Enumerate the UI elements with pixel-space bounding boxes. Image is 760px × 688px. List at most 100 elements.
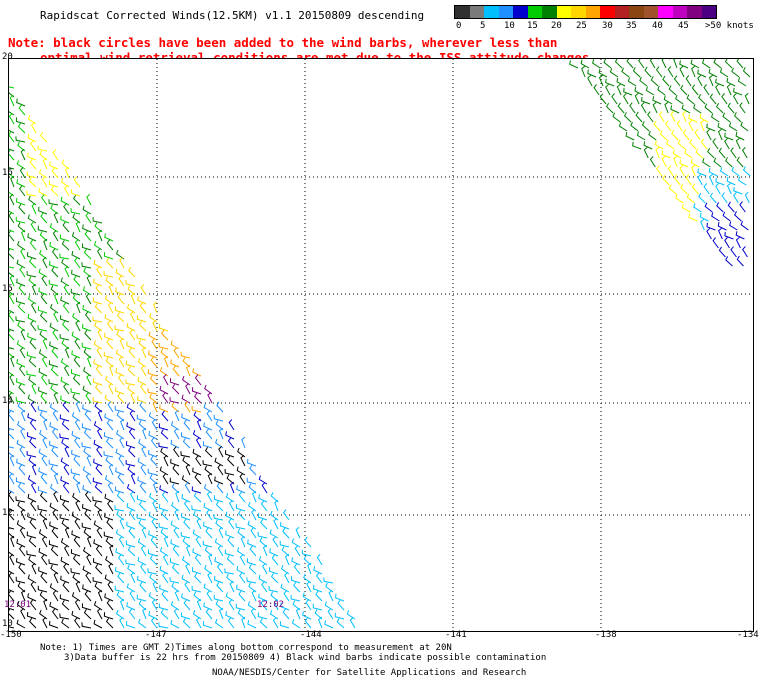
wind-barb [97,589,103,602]
wind-barb [142,427,147,440]
wind-barb [689,138,697,150]
wind-barb [236,485,246,494]
wind-barb [248,582,257,593]
wind-barb [41,374,48,386]
wind-barb [73,455,81,467]
wind-barb [713,58,722,69]
wind-barb [225,530,235,539]
wind-barb [115,249,125,260]
legend-swatch [469,6,484,18]
wind-barb [272,536,279,548]
wind-barb [226,555,235,566]
wind-barb [41,194,48,206]
wind-barb [202,621,213,629]
wind-barb [15,557,26,566]
wind-barb [138,339,147,350]
wind-barb [39,249,48,260]
wind-barb [115,529,125,539]
wind-barb [136,414,147,422]
wind-barb [681,104,691,114]
wind-barb [240,535,246,548]
wind-barb [184,401,191,413]
lon-label: -141 [445,630,467,640]
wind-barb [617,102,625,114]
wind-barb [4,522,15,530]
wind-barb [174,589,180,602]
wind-barb [691,65,696,78]
wind-barb [60,358,70,368]
wind-barb [673,155,678,168]
wind-barb [28,456,37,467]
wind-barb [592,59,601,69]
wind-barb [149,554,158,566]
wind-barb [226,474,235,485]
wind-barb [148,412,158,422]
wind-barb [70,468,81,476]
wind-barb [681,203,691,213]
wind-barb [60,556,70,566]
wind-barb [727,201,735,213]
wind-barb [49,502,59,512]
wind-barb [53,211,59,224]
wind-barb [148,431,158,440]
wind-barb [194,572,202,584]
wind-barb [742,166,751,177]
wind-barb [736,255,744,267]
wind-barb [611,93,618,105]
legend-swatch [484,6,499,18]
wind-barb [48,180,59,188]
wind-barb [16,420,26,431]
wind-barb [281,546,290,557]
wind-barb [70,189,81,197]
wind-barb [215,420,224,431]
wind-barb [171,563,180,575]
wind-barb [214,438,224,449]
wind-barb [324,620,334,629]
wind-barb [20,229,26,242]
wind-barb [236,565,246,575]
wind-barb [15,136,26,143]
wind-barb [195,436,202,449]
wind-barb [679,65,685,78]
wind-barb [675,194,684,204]
wind-barb [53,292,59,305]
wind-barb [83,267,92,278]
wind-barb [139,482,147,494]
wind-barb [181,555,191,566]
wind-barb [147,388,158,395]
wind-barb [26,351,37,359]
wind-barb [52,329,59,341]
wind-barb [213,414,224,422]
wind-barb [97,328,103,341]
wind-barb [61,600,70,611]
wind-barb [20,247,26,260]
wind-barb [682,129,690,141]
wind-barb [15,477,26,485]
wind-barb [49,583,59,593]
wind-barb [147,369,158,377]
legend-swatch [542,6,557,18]
legend-swatch [614,6,629,18]
wind-barb [49,521,59,530]
wind-barb [38,367,48,377]
wind-barb [203,583,213,593]
wind-barb [703,84,710,96]
wind-barb [246,458,257,467]
wind-barb [10,535,15,548]
wind-barb [71,610,81,620]
wind-barb [28,375,37,386]
wind-barb [8,293,15,305]
wind-barb [605,78,615,87]
wind-barb [94,501,103,512]
wind-barb [60,296,70,305]
wind-barb [184,581,191,593]
wind-barb [214,538,224,548]
legend-swatch [701,6,716,18]
wind-barb [337,599,345,611]
wind-barb [38,169,48,179]
wind-barb [105,537,114,548]
wind-barb [125,379,136,386]
note-line-1: Note: black circles have been added to t… [8,35,558,50]
wind-barb [725,256,733,267]
legend-label: >50 knots [705,21,754,31]
